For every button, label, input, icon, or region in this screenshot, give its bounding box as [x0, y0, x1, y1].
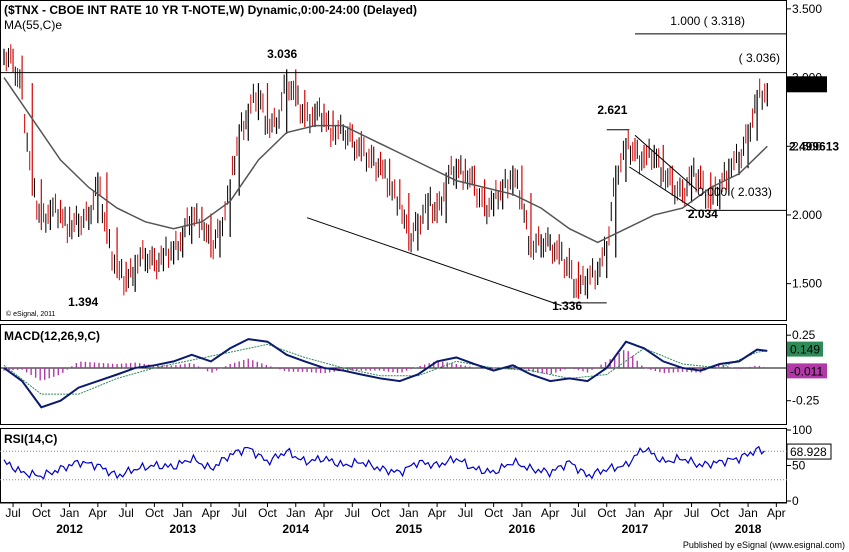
macd-line: [3, 338, 768, 409]
footer-published: Published by eSignal (www.esignal.com): [683, 540, 845, 550]
x-tick-label: Apr: [428, 506, 447, 520]
x-tick-label: Jul: [118, 506, 133, 520]
channel-lower: [629, 166, 698, 212]
x-tick-label: Jul: [345, 506, 360, 520]
ma-line: [3, 77, 768, 244]
x-tick-label: Apr: [89, 506, 108, 520]
rsi-value-label: 68.928: [790, 445, 827, 459]
rsi-series: [0, 445, 787, 481]
x-year-label: 2013: [169, 522, 196, 536]
x-tick-label: Jan: [286, 506, 305, 520]
x-tick-label: Jul: [684, 506, 699, 520]
macd-panel[interactable]: MACD(12,26,9,C): [0, 324, 787, 425]
x-year-label: 2012: [56, 522, 83, 536]
price-panel[interactable]: 3.036 1.394 1.336 2.621 2.034 1.000 ( 3.318) 0…: [0, 0, 787, 321]
x-tick-label: Oct: [371, 506, 390, 520]
x-axis-labels: Jul Oct Jan Apr Jul Oct Jan Apr Jul Oct Jan Apr Jul O…: [0, 502, 787, 536]
x-tick-label: Oct: [710, 506, 729, 520]
x-tick-label: Jan: [625, 506, 644, 520]
x-year-label: 2014: [282, 522, 309, 536]
hist-value-box: [787, 363, 827, 379]
y-axis-labels: 1.5002.0002.5003.0003.5002.9512.4996130.…: [786, 2, 839, 508]
rsi-ytick-label: 100: [792, 423, 812, 437]
label-low-2016: 1.336: [552, 299, 582, 313]
x-tick-label: Apr: [654, 506, 673, 520]
label-fib-100: 1.000 ( 3.318): [670, 14, 745, 28]
x-year-label: 2016: [509, 522, 536, 536]
rsi-ytick-label: 0: [792, 494, 799, 508]
hist-value-label: -0.011: [790, 364, 823, 378]
label-high-2013: 3.036: [267, 47, 297, 61]
x-tick-label: Oct: [484, 506, 503, 520]
macd-ytick-label: -0.25: [792, 394, 820, 408]
price-ytick-label: 1.500: [792, 277, 822, 291]
trend-line: [306, 217, 562, 307]
x-year-label: 2018: [735, 522, 762, 536]
macd-ytick-label: 0.25: [792, 328, 816, 342]
ma-label: MA(55,C)e: [4, 18, 62, 32]
x-tick-label: Apr: [202, 506, 221, 520]
x-tick-label: Jul: [571, 506, 586, 520]
x-tick-label: Jan: [399, 506, 418, 520]
x-tick-label: Jan: [512, 506, 531, 520]
x-year-label: 2015: [395, 522, 422, 536]
x-year-label: 2017: [622, 522, 649, 536]
price-ytick-label: 2.500: [792, 139, 822, 153]
label-fib-0: 0.000 ( 2.033): [697, 185, 772, 199]
channel-upper: [634, 134, 698, 191]
x-tick-label: Jan: [60, 506, 79, 520]
macd-value-box: [787, 341, 823, 357]
copyright: © eSignal, 2011: [6, 310, 56, 318]
ma-value-label: 2.499613: [789, 139, 839, 153]
price-series: [3, 44, 768, 299]
label-low-2012: 1.394: [68, 295, 98, 309]
price-ytick-label: 2.000: [792, 208, 822, 222]
rsi-title: RSI(14,C): [4, 432, 57, 446]
x-tick-label: Oct: [32, 506, 51, 520]
x-tick-label: Apr: [315, 506, 334, 520]
price-annotations: 3.036 1.394 1.336 2.621 2.034 1.000 ( 3.318) 0…: [0, 14, 787, 313]
label-low-2017: 2.034: [688, 207, 718, 221]
macd-title: MACD(12,26,9,C): [4, 329, 100, 343]
x-tick-label: Jul: [458, 506, 473, 520]
x-tick-label: Apr: [767, 506, 786, 520]
label-high-2017: 2.621: [597, 103, 627, 117]
macd-signal-line: [3, 343, 768, 395]
x-tick-label: Oct: [258, 506, 277, 520]
chart-title: ($TNX - CBOE INT RATE 10 YR T-NOTE,W) Dy…: [4, 3, 417, 17]
macd-series: [0, 338, 787, 409]
label-resistance: ( 3.036): [739, 51, 780, 65]
x-tick-label: Oct: [597, 506, 616, 520]
last-price-label: 2.951: [791, 77, 821, 91]
rsi-value-box: [786, 443, 832, 460]
x-tick-label: Jul: [232, 506, 247, 520]
x-tick-label: Jan: [173, 506, 192, 520]
x-tick-label: Oct: [145, 506, 164, 520]
macd-value-label: 0.149: [790, 343, 820, 357]
x-tick-label: Jan: [738, 506, 757, 520]
rsi-line: [3, 445, 765, 480]
price-ytick-label: 3.500: [792, 2, 822, 16]
last-price-box: [787, 76, 827, 93]
x-tick-label: Jul: [5, 506, 20, 520]
x-tick-label: Apr: [541, 506, 560, 520]
rsi-panel[interactable]: RSI(14,C): [0, 428, 787, 503]
rsi-ytick-label: 50: [792, 459, 806, 473]
